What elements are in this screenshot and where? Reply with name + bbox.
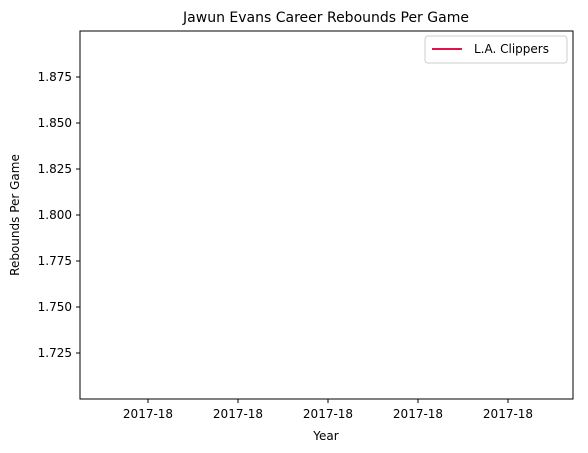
y-tick-label: 1.850 [38,116,72,130]
y-tick-label: 1.875 [38,70,72,84]
y-tick-label: 1.800 [38,208,72,222]
y-tick-label: 1.825 [38,162,72,176]
y-tick-label: 1.750 [38,300,72,314]
legend-box [424,35,568,64]
x-tick-label: 2017-18 [483,407,533,421]
y-axis: 1.725 1.750 1.775 1.800 1.825 1.850 1.875 [38,70,80,360]
y-tick-label: 1.775 [38,254,72,268]
y-axis-label: Rebounds Per Game [8,154,22,276]
x-axis-label: Year [312,429,338,443]
y-tick-label: 1.725 [38,346,72,360]
x-tick-label: 2017-18 [393,407,443,421]
legend: L.A. Clippers [424,35,568,64]
x-tick-label: 2017-18 [303,407,353,421]
legend-label: L.A. Clippers [474,42,549,56]
chart-title: Jawun Evans Career Rebounds Per Game [182,10,469,26]
x-tick-label: 2017-18 [123,407,173,421]
x-axis: 2017-18 2017-18 2017-18 2017-18 2017-18 [123,399,533,421]
x-tick-label: 2017-18 [213,407,263,421]
